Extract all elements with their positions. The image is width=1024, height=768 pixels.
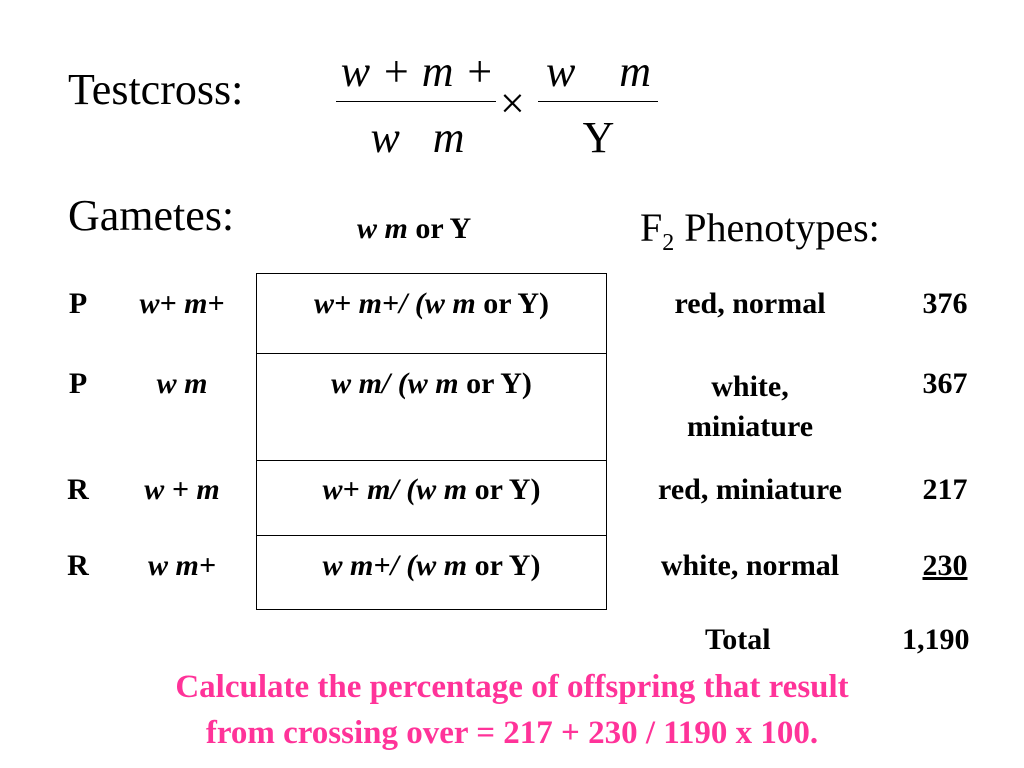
cross-symbol: × [500,79,525,128]
gametes-label: Gametes: [68,191,235,240]
genotype-tail: or Y) [475,287,550,320]
parent2-denominator: Y [582,113,615,162]
phenotype-line2: miniature [686,410,814,443]
conclusion-line2: from crossing over = 217 + 230 / 1190 x … [205,715,819,751]
f2-rest: Phenotypes: [674,205,880,250]
female-gamete-or: or Y [415,212,472,245]
phenotype-line1: white, [711,370,789,403]
phenotype: white, normal [660,549,840,582]
parent2-fraction-bar [538,101,658,102]
count: 217 [922,473,968,506]
parent1-numerator: w + m + [340,47,495,96]
genotype-genes: w+ m/ (w m [322,473,468,506]
total-label: Total [705,623,771,656]
male-gamete: w m [156,367,208,400]
row-divider-2 [256,460,607,461]
offspring-genotype: w m+/ (w m or Y) [256,549,607,583]
genotype-genes: w m+/ (w m [322,549,468,582]
offspring-genotype: w+ m/ (w m or Y) [256,473,607,507]
male-gamete: w + m [144,473,220,506]
testcross-label: Testcross: [68,65,244,114]
female-gamete: w m or Y [357,212,471,246]
row-divider-3 [256,535,607,536]
female-gamete-genes: w m [357,212,408,245]
genotype-box [256,273,607,610]
class-label: P [68,287,88,320]
total-value: 1,190 [902,623,970,656]
f2-phenotypes-label: F2 Phenotypes: [640,204,880,257]
genotype-tail: or Y) [467,473,541,506]
class-label: P [68,367,88,400]
class-label: R [67,549,89,582]
count: 230 [922,549,968,582]
parent1-denominator: w m [370,113,465,162]
count: 367 [922,367,968,400]
male-gamete: w+ m+ [139,287,225,320]
row-divider-1 [256,353,607,354]
genotype-tail: or Y) [458,367,532,400]
conclusion-line1: Calculate the percentage of offspring th… [175,669,849,705]
count: 376 [922,287,968,320]
f2-base: F [640,205,663,250]
parent2-numerator: w m [545,47,652,96]
f2-subscript: 2 [662,230,675,256]
class-label: R [67,473,89,506]
offspring-genotype: w+ m+/ (w m or Y) [256,287,607,321]
offspring-genotype: w m/ (w m or Y) [256,367,607,401]
genotype-genes: w m/ (w m [331,367,459,400]
genotype-tail: or Y) [467,549,541,582]
phenotype: white, miniature [620,367,880,447]
phenotype: red, normal [674,287,826,320]
parent1-fraction-bar [336,101,496,102]
phenotype: red, miniature [658,473,842,506]
genotype-genes: w+ m+/ (w m [313,287,476,320]
male-gamete: w m+ [148,549,216,582]
